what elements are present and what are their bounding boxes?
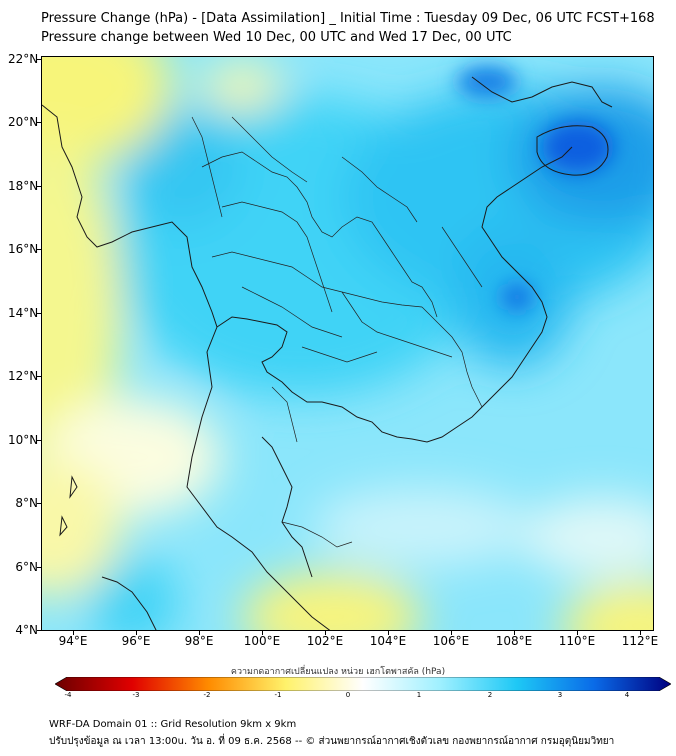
ytick-18n: 18°N [8, 179, 39, 193]
ytick-4n: 4°N [15, 623, 38, 637]
colorbar-tick: 2 [487, 691, 493, 699]
xtick-110e: 110°E [558, 634, 596, 648]
xtick-94e: 94°E [58, 634, 88, 648]
colorbar-tick: 4 [624, 691, 630, 699]
ytick-mark [37, 376, 41, 377]
ytick-mark [37, 630, 41, 631]
xtick-mark [577, 631, 578, 635]
ytick-mark [37, 249, 41, 250]
xtick-mark [262, 631, 263, 635]
admin-borders [191, 116, 483, 548]
ytick-6n: 6°N [15, 560, 38, 574]
ytick-mark [37, 186, 41, 187]
ytick-20n: 20°N [8, 115, 39, 129]
xtick-104e: 104°E [369, 634, 407, 648]
ytick-mark [37, 567, 41, 568]
colorbar-tick: 1 [416, 691, 422, 699]
ytick-mark [37, 440, 41, 441]
coastlines [42, 76, 613, 630]
xtick-102e: 102°E [306, 634, 344, 648]
colorbar-tick: -1 [274, 691, 282, 699]
field-cores [457, 66, 614, 311]
colorbar-label: ความกดอากาศเปลี่ยนแปลง หน่วย เฮกโตพาสคัล… [230, 667, 446, 677]
xtick-mark [73, 631, 74, 635]
xtick-mark [451, 631, 452, 635]
xtick-mark [640, 631, 641, 635]
xtick-112e: 112°E [621, 634, 659, 648]
ytick-12n: 12°N [8, 369, 39, 383]
ytick-mark [37, 503, 41, 504]
ytick-14n: 14°N [8, 306, 39, 320]
colorbar [55, 677, 671, 691]
ytick-mark [37, 59, 41, 60]
map-canvas [42, 57, 653, 630]
ytick-16n: 16°N [8, 242, 39, 256]
map-subtitle: Pressure change between Wed 10 Dec, 00 U… [41, 30, 512, 45]
colorbar-tick: -2 [203, 691, 211, 699]
xtick-108e: 108°E [495, 634, 533, 648]
xtick-mark [514, 631, 515, 635]
ytick-10n: 10°N [8, 433, 39, 447]
xtick-mark [325, 631, 326, 635]
xtick-106e: 106°E [432, 634, 470, 648]
xtick-100e: 100°E [243, 634, 281, 648]
ytick-22n: 22°N [8, 52, 39, 66]
colorbar-bar [55, 677, 671, 691]
ytick-mark [37, 122, 41, 123]
ytick-8n: 8°N [15, 496, 38, 510]
colorbar-tick: 3 [557, 691, 563, 699]
footer-model-info: WRF-DA Domain 01 :: Grid Resolution 9km … [49, 719, 297, 730]
map-title: Pressure Change (hPa) - [Data Assimilati… [41, 11, 655, 26]
pressure-change-map [41, 56, 654, 631]
xtick-mark [199, 631, 200, 635]
ytick-mark [37, 313, 41, 314]
xtick-96e: 96°E [121, 634, 151, 648]
xtick-mark [136, 631, 137, 635]
xtick-98e: 98°E [184, 634, 214, 648]
xtick-mark [388, 631, 389, 635]
footer-credit: ปรับปรุงข้อมูล ณ เวลา 13:00u. วัน อ. ที่… [49, 736, 615, 747]
colorbar-tick: -4 [64, 691, 72, 699]
colorbar-tick: 0 [345, 691, 351, 699]
colorbar-tick: -3 [132, 691, 140, 699]
